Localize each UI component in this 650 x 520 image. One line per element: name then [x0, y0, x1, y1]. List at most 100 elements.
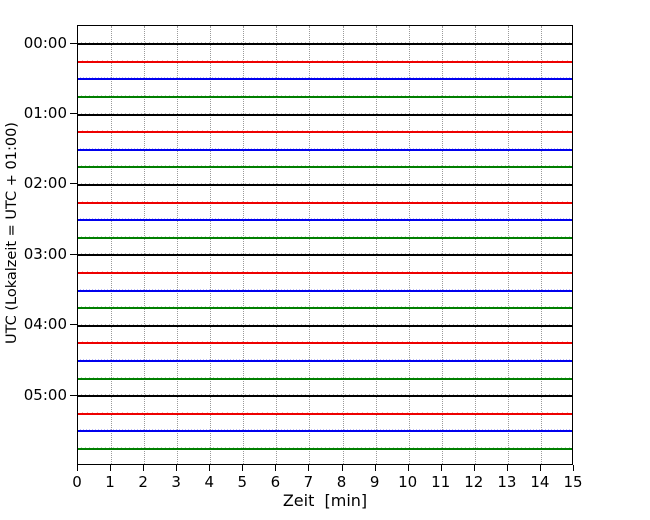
- y-tick-label: 05:00: [23, 385, 67, 404]
- trace-core: [78, 271, 572, 275]
- x-tick-mark: [473, 465, 475, 471]
- trace-core: [78, 113, 572, 116]
- trace-core: [78, 377, 572, 380]
- plot-area: [77, 25, 573, 465]
- x-tick-label: 6: [270, 473, 281, 491]
- trace-line: [78, 306, 572, 310]
- gridline-vertical: [441, 26, 443, 464]
- y-tick-label: 03:00: [23, 244, 67, 263]
- x-tick-label: 4: [204, 473, 215, 491]
- x-tick-mark: [209, 465, 211, 471]
- trace-core: [78, 201, 572, 204]
- trace-core: [78, 183, 572, 187]
- x-tick-label: 9: [369, 473, 380, 491]
- trace-line: [78, 323, 572, 327]
- trace-core: [78, 324, 572, 327]
- x-tick-mark: [539, 465, 541, 471]
- x-tick-mark: [143, 465, 145, 471]
- x-tick-label: 11: [431, 473, 451, 491]
- gridline-vertical: [507, 26, 509, 464]
- trace-core: [78, 43, 572, 46]
- gridline-vertical: [309, 26, 311, 464]
- y-tick-label: 04:00: [23, 315, 67, 334]
- y-tick-mark: [70, 394, 77, 396]
- trace-line: [78, 358, 572, 363]
- y-tick-label: 02:00: [23, 174, 67, 193]
- x-tick-label: 12: [464, 473, 484, 491]
- trace-line: [78, 411, 572, 415]
- trace-line: [78, 446, 572, 451]
- x-tick-mark: [176, 465, 178, 471]
- trace-line: [78, 182, 572, 187]
- trace-line: [78, 341, 572, 345]
- x-tick-mark: [77, 465, 78, 471]
- trace-line: [78, 130, 572, 134]
- x-tick-label: 14: [530, 473, 550, 491]
- trace-core: [78, 412, 572, 415]
- y-tick-label: 01:00: [23, 104, 67, 122]
- trace-line: [78, 288, 572, 292]
- x-tick-label: 1: [105, 473, 115, 491]
- trace-line: [78, 94, 572, 99]
- trace-line: [78, 59, 572, 63]
- x-tick-mark: [341, 465, 343, 471]
- trace-core: [78, 166, 572, 169]
- trace-core: [78, 447, 572, 451]
- gridline-vertical: [276, 26, 278, 464]
- trace-core: [78, 219, 572, 222]
- gridline-vertical: [177, 26, 179, 464]
- gridline-vertical: [342, 26, 344, 464]
- x-axis-label: Zeit [min]: [282, 491, 368, 510]
- trace-line: [78, 253, 572, 257]
- x-tick-mark: [506, 465, 508, 471]
- x-tick-label: 15: [563, 473, 583, 491]
- trace-core: [78, 131, 572, 134]
- y-tick-mark: [70, 183, 77, 185]
- x-tick-mark: [308, 465, 310, 471]
- trace-core: [78, 60, 572, 63]
- trace-core: [78, 359, 572, 363]
- gridline-vertical: [144, 26, 146, 464]
- trace-core: [78, 148, 572, 151]
- trace-line: [78, 394, 572, 398]
- x-tick-label: 8: [336, 473, 347, 491]
- y-tick-mark: [70, 113, 77, 114]
- x-tick-label: 5: [237, 473, 248, 491]
- trace-core: [78, 307, 572, 310]
- trace-line: [78, 77, 572, 81]
- gridline-vertical: [540, 26, 542, 464]
- x-tick-label: 10: [398, 473, 418, 491]
- gridline-vertical: [210, 26, 212, 464]
- trace-line: [78, 200, 572, 204]
- x-tick-label: 7: [303, 473, 314, 491]
- trace-line: [78, 165, 572, 169]
- trace-core: [78, 236, 572, 239]
- x-tick-mark: [242, 465, 244, 471]
- y-tick-mark: [70, 324, 77, 326]
- x-tick-label: 0: [72, 473, 82, 491]
- trace-line: [78, 112, 572, 116]
- gridline-vertical: [408, 26, 410, 464]
- trace-line: [78, 218, 572, 222]
- gridline-vertical: [474, 26, 476, 464]
- x-tick-label: 13: [497, 473, 517, 491]
- trace-line: [78, 376, 572, 380]
- y-axis-label: UTC (Lokalzeit = UTC + 01:00): [4, 121, 20, 344]
- trace-core: [78, 254, 572, 257]
- trace-core: [78, 289, 572, 292]
- gridline-vertical: [111, 26, 113, 464]
- x-tick-mark: [573, 465, 574, 471]
- trace-core: [78, 95, 572, 99]
- y-tick-label: 00:00: [23, 33, 67, 52]
- trace-core: [78, 395, 572, 398]
- x-tick-mark: [275, 465, 277, 471]
- y-tick-mark: [70, 42, 77, 44]
- trace-core: [78, 78, 572, 81]
- y-tick-mark: [70, 253, 77, 255]
- x-tick-label: 3: [171, 473, 181, 491]
- x-tick-mark: [374, 465, 376, 471]
- x-tick-mark: [440, 465, 442, 471]
- x-tick-mark: [110, 465, 112, 471]
- trace-line: [78, 429, 572, 433]
- trace-line: [78, 42, 572, 46]
